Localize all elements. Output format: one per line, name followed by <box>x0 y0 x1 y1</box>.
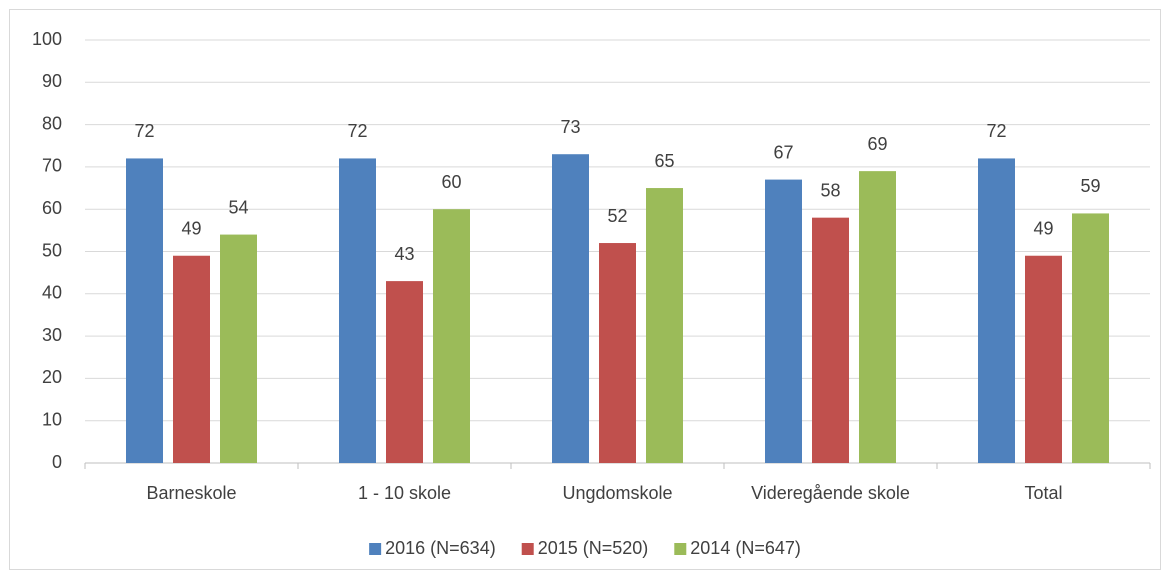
data-label: 67 <box>773 142 793 162</box>
bar <box>646 188 683 464</box>
y-tick-label: 20 <box>42 367 62 387</box>
legend-swatch <box>369 543 382 555</box>
y-tick-label: 80 <box>42 113 62 133</box>
data-label: 49 <box>1033 218 1053 238</box>
y-tick-label: 100 <box>32 29 62 49</box>
y-tick-label: 60 <box>42 198 62 218</box>
bar <box>765 179 802 463</box>
bar <box>599 243 636 463</box>
y-tick-label: 70 <box>42 156 62 176</box>
data-label: 69 <box>867 134 887 154</box>
data-label: 54 <box>228 197 248 217</box>
bar <box>812 217 849 463</box>
data-label: 65 <box>654 151 674 171</box>
y-tick-label: 10 <box>42 409 62 429</box>
data-label: 52 <box>607 206 627 226</box>
y-tick-label: 0 <box>52 452 62 472</box>
y-tick-label: 30 <box>42 325 62 345</box>
legend-swatch <box>521 543 534 555</box>
data-label: 72 <box>986 121 1006 141</box>
bar <box>433 209 470 463</box>
data-label: 73 <box>560 117 580 137</box>
data-label: 72 <box>134 121 154 141</box>
bar <box>1025 255 1062 463</box>
y-tick-label: 90 <box>42 71 62 91</box>
data-label: 49 <box>181 218 201 238</box>
x-tick-label: 1 - 10 skole <box>358 483 451 503</box>
data-label: 58 <box>820 180 840 200</box>
data-label: 60 <box>441 172 461 192</box>
x-tick-label: Ungdomskole <box>562 483 672 503</box>
bar <box>126 158 163 463</box>
data-label: 43 <box>394 244 414 264</box>
x-tick-label: Videregående skole <box>751 483 910 503</box>
y-tick-label: 40 <box>42 283 62 303</box>
bar <box>339 158 376 463</box>
legend-label: 2015 (N=520) <box>538 538 649 558</box>
bar <box>859 171 896 463</box>
bar <box>173 255 210 463</box>
bar <box>220 234 257 463</box>
y-tick-label: 50 <box>42 240 62 260</box>
legend-label: 2014 (N=647) <box>690 538 801 558</box>
data-label: 59 <box>1080 176 1100 196</box>
legend-label: 2016 (N=634) <box>385 538 496 558</box>
legend-swatch <box>674 543 687 555</box>
bar <box>1072 213 1109 463</box>
data-label: 72 <box>347 121 367 141</box>
x-tick-label: Total <box>1024 483 1062 503</box>
bar <box>978 158 1015 463</box>
bar <box>386 281 423 463</box>
bar <box>552 154 589 463</box>
x-tick-label: Barneskole <box>146 483 236 503</box>
